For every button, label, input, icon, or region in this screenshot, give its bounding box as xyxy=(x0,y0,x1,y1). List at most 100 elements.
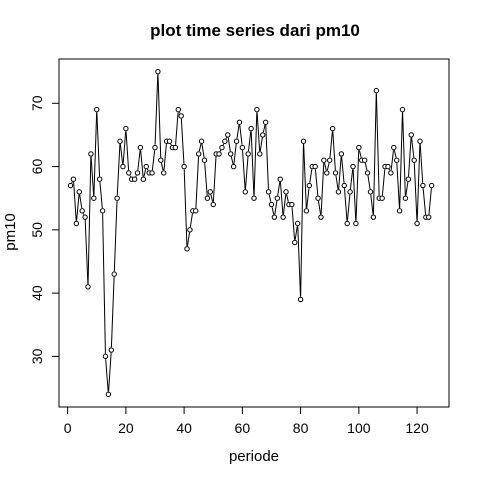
series-line-segment xyxy=(140,150,144,177)
series-line-segment xyxy=(271,207,275,215)
series-line-segment xyxy=(388,168,391,171)
series-line-segment xyxy=(82,213,85,215)
series-line-segment xyxy=(274,200,278,215)
series-line-segment xyxy=(338,156,342,190)
series-line-segment xyxy=(189,213,193,228)
series-line-segment xyxy=(157,74,162,158)
series-line-segment xyxy=(370,194,374,215)
chart-title: plot time series dari pm10 xyxy=(150,21,360,40)
data-point xyxy=(126,170,132,176)
series-line-segment xyxy=(79,194,83,209)
data-point xyxy=(166,138,173,144)
data-point xyxy=(210,201,216,208)
data-point xyxy=(79,208,85,214)
data-point xyxy=(341,182,347,189)
series-line-segment xyxy=(355,150,360,221)
series-line-segment xyxy=(422,188,427,215)
series-line-segment xyxy=(198,143,202,152)
x-tick-label: 0 xyxy=(64,420,72,436)
data-point xyxy=(67,182,74,189)
series-line-segment xyxy=(324,162,327,171)
series-line-segment xyxy=(230,156,234,164)
series-line-segment xyxy=(294,226,298,240)
y-axis: 30 40 50 60 70 xyxy=(29,95,60,364)
pm10-series xyxy=(67,68,435,398)
data-point xyxy=(198,138,205,144)
data-point xyxy=(161,170,167,176)
data-point xyxy=(321,157,327,163)
data-point xyxy=(414,220,420,227)
data-point xyxy=(356,144,362,151)
data-point xyxy=(245,151,251,157)
data-point xyxy=(201,157,208,163)
series-line-segment xyxy=(87,156,92,284)
series-line-segment xyxy=(326,162,330,171)
series-line-segment xyxy=(253,112,258,196)
data-point xyxy=(207,189,214,195)
series-line-segment xyxy=(186,232,191,247)
series-line-segment xyxy=(346,194,351,221)
data-point xyxy=(184,246,190,252)
series-line-segment xyxy=(180,118,185,164)
data-point xyxy=(260,132,266,138)
data-point xyxy=(178,113,184,119)
data-point xyxy=(289,201,295,208)
data-point xyxy=(216,151,222,157)
data-point xyxy=(405,176,412,182)
series-line-segment xyxy=(129,175,131,177)
data-point xyxy=(120,163,126,170)
data-point xyxy=(300,138,307,144)
data-point xyxy=(271,214,278,220)
series-line-segment xyxy=(73,181,77,221)
data-point xyxy=(283,189,289,195)
data-point xyxy=(426,214,432,220)
data-point xyxy=(364,170,371,176)
data-point xyxy=(91,195,97,201)
series-line-segment xyxy=(375,93,380,196)
series-line-segment xyxy=(154,74,159,145)
series-line-segment xyxy=(135,175,137,177)
data-point xyxy=(329,125,336,132)
series-line-segment xyxy=(413,163,418,221)
series-line-segment xyxy=(219,149,222,152)
series-line-segment xyxy=(300,144,304,297)
series-line-segment xyxy=(195,156,200,209)
data-point xyxy=(373,87,380,94)
data-point xyxy=(225,132,231,138)
data-point xyxy=(370,214,377,220)
data-point xyxy=(344,220,350,227)
series-line-segment xyxy=(419,144,424,183)
series-line-segment xyxy=(116,144,121,196)
series-line-segment xyxy=(416,144,421,221)
series-line-segment xyxy=(372,93,377,215)
data-point xyxy=(239,144,246,151)
series-line-segment xyxy=(303,144,307,209)
data-point xyxy=(303,208,310,214)
data-point xyxy=(292,239,298,246)
data-point xyxy=(367,189,374,195)
data-point xyxy=(347,189,353,195)
series-line-segment xyxy=(212,156,217,202)
data-point xyxy=(181,163,187,170)
data-point xyxy=(385,163,391,170)
series-line-segment xyxy=(317,200,322,215)
series-line-segment xyxy=(110,276,115,348)
x-tick-label: 60 xyxy=(235,420,251,436)
data-point xyxy=(134,170,141,176)
series-line-segment xyxy=(151,150,156,171)
series-line-segment xyxy=(282,194,287,215)
data-point xyxy=(102,353,109,360)
data-point xyxy=(158,157,164,163)
data-point xyxy=(228,151,234,157)
series-line-segment xyxy=(268,194,272,202)
y-axis-label: pm10 xyxy=(2,213,19,251)
series-line-segment xyxy=(341,156,345,183)
data-point xyxy=(105,391,112,398)
series-line-segment xyxy=(146,168,149,171)
data-point xyxy=(411,157,417,163)
series-line-segment xyxy=(393,150,397,158)
series-line-segment xyxy=(399,112,403,209)
data-point xyxy=(318,214,324,220)
series-line-segment xyxy=(76,194,80,221)
